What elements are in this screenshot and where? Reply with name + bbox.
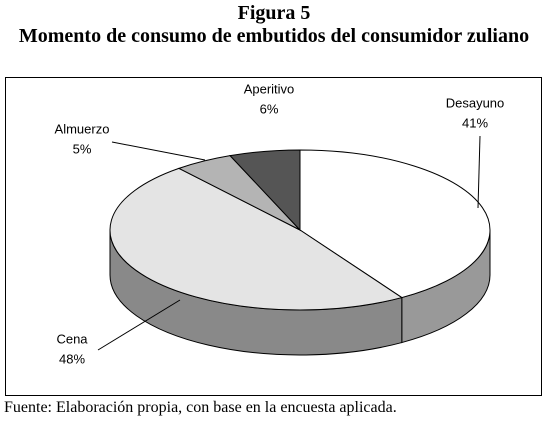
value-label: 41% (462, 115, 488, 130)
leader-line (97, 299, 181, 351)
source-note: Fuente: Elaboración propia, con base en … (4, 399, 397, 416)
value-label: 6% (260, 101, 279, 116)
value-label: 48% (59, 351, 85, 366)
slice-label: Aperitivo (244, 81, 295, 96)
leader-line (111, 141, 206, 161)
slice (109, 167, 404, 311)
slice (299, 149, 491, 299)
slice (229, 149, 301, 232)
slice-label: Cena (56, 331, 88, 346)
slice-label: Almuerzo (55, 121, 110, 136)
plot-frame (5, 77, 542, 396)
leader-line (477, 135, 481, 209)
value-label: 5% (73, 141, 92, 156)
figure-label: Figura 5 (237, 2, 311, 24)
chart-title: Momento de consumo de embutidos del cons… (18, 25, 530, 47)
slice-label: Desayuno (446, 95, 505, 110)
